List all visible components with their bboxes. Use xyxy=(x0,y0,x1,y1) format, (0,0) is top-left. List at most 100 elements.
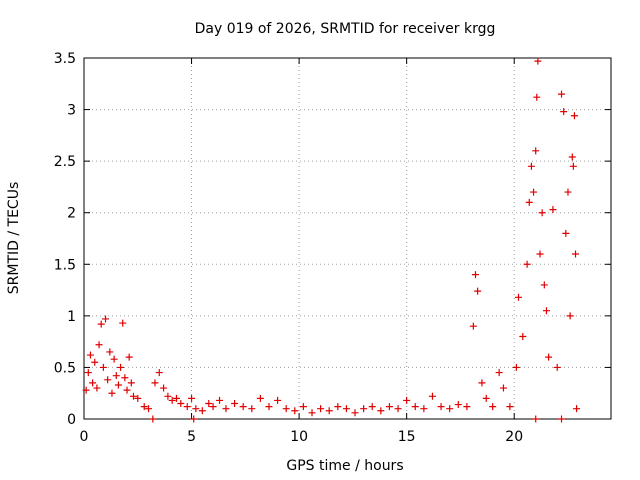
data-point xyxy=(403,396,411,404)
data-point xyxy=(377,407,385,415)
data-point xyxy=(523,260,531,268)
data-point xyxy=(570,112,578,120)
data-point xyxy=(530,188,538,196)
data-point xyxy=(437,403,445,411)
x-tick-label: 20 xyxy=(505,429,523,445)
data-point xyxy=(205,400,213,408)
y-tick-label: 2.5 xyxy=(54,154,76,170)
data-point xyxy=(140,403,148,411)
data-point xyxy=(471,271,479,279)
data-point xyxy=(104,376,112,384)
data-point xyxy=(542,307,550,315)
data-point xyxy=(573,405,581,413)
data-point xyxy=(190,415,198,423)
data-point xyxy=(119,319,127,327)
x-axis-label: GPS time / hours xyxy=(286,458,403,474)
data-point xyxy=(534,57,542,65)
data-point xyxy=(536,250,544,258)
data-point xyxy=(566,312,574,320)
data-point xyxy=(265,403,273,411)
data-point xyxy=(420,405,428,413)
data-point xyxy=(82,386,90,394)
data-point xyxy=(469,322,477,330)
data-point xyxy=(86,351,94,359)
data-point xyxy=(342,405,350,413)
data-point xyxy=(282,405,290,413)
data-point xyxy=(256,394,264,402)
data-point xyxy=(95,341,103,349)
data-point xyxy=(569,162,577,170)
data-point xyxy=(177,400,185,408)
data-point xyxy=(385,403,393,411)
chart-title: Day 019 of 2026, SRMTID for receiver krg… xyxy=(195,21,496,37)
data-point xyxy=(134,394,142,402)
y-tick-label: 0.5 xyxy=(54,360,76,376)
data-point xyxy=(532,147,540,155)
grid xyxy=(84,58,611,419)
data-point xyxy=(568,153,576,161)
data-point xyxy=(553,363,561,371)
data-point xyxy=(172,394,180,402)
data-point xyxy=(562,229,570,237)
y-tick-label: 2 xyxy=(67,206,76,222)
data-point xyxy=(84,369,92,377)
data-point xyxy=(216,396,224,404)
data-point xyxy=(540,281,548,289)
y-axis-label: SRMTID / TECUs xyxy=(6,182,22,295)
data-point xyxy=(121,374,129,382)
data-point xyxy=(572,250,580,258)
data-point xyxy=(198,407,206,415)
data-point xyxy=(106,348,114,356)
data-point xyxy=(123,386,131,394)
data-point xyxy=(411,403,419,411)
data-point xyxy=(564,188,572,196)
data-point xyxy=(89,379,97,387)
data-point xyxy=(168,396,176,404)
data-point xyxy=(183,403,191,411)
data-point xyxy=(125,353,133,361)
data-point xyxy=(545,353,553,361)
data-point xyxy=(164,392,172,400)
data-point xyxy=(558,90,566,98)
data-point xyxy=(188,394,196,402)
data-point xyxy=(99,363,107,371)
data-point xyxy=(495,369,503,377)
data-point xyxy=(127,379,135,387)
x-tick-label: 15 xyxy=(398,429,416,445)
data-point xyxy=(317,405,325,413)
data-point xyxy=(222,405,230,413)
data-point xyxy=(155,369,163,377)
data-point xyxy=(308,409,316,417)
data-point xyxy=(160,384,168,392)
data-point xyxy=(291,407,299,415)
data-point xyxy=(334,403,342,411)
data-point xyxy=(368,403,376,411)
data-point xyxy=(351,409,359,417)
data-point xyxy=(117,363,125,371)
data-point xyxy=(428,392,436,400)
data-series xyxy=(82,57,581,423)
data-point xyxy=(192,405,200,413)
data-point xyxy=(110,355,118,363)
x-tick-label: 0 xyxy=(80,429,89,445)
data-point xyxy=(538,209,546,217)
y-tick-label: 3.5 xyxy=(54,51,76,67)
data-point xyxy=(129,392,137,400)
y-tick-label: 3 xyxy=(67,103,76,119)
data-point xyxy=(512,363,520,371)
y-axis: 0 0.5 1 1.5 2 2.5 3 3.5 xyxy=(54,51,611,428)
data-point xyxy=(454,401,462,409)
data-point xyxy=(463,403,471,411)
data-point xyxy=(560,108,568,116)
data-point xyxy=(151,379,159,387)
data-point xyxy=(91,358,99,366)
y-tick-label: 0 xyxy=(67,412,76,428)
data-point xyxy=(112,372,120,380)
data-point xyxy=(506,403,514,411)
data-point xyxy=(102,315,110,323)
data-point xyxy=(149,415,157,423)
x-tick-label: 10 xyxy=(290,429,308,445)
data-point xyxy=(114,381,122,389)
data-point xyxy=(97,320,105,328)
data-point xyxy=(478,379,486,387)
